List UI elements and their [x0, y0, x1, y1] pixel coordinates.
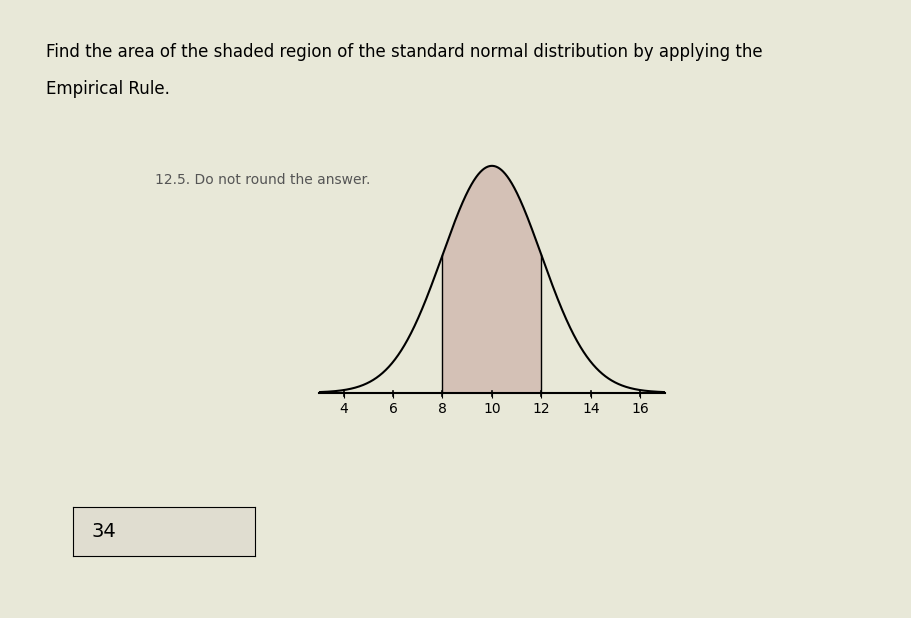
Text: 12.5. Do not round the answer.: 12.5. Do not round the answer.: [155, 173, 370, 187]
Text: Empirical Rule.: Empirical Rule.: [46, 80, 169, 98]
Text: 34: 34: [91, 522, 116, 541]
Text: Find the area of the shaded region of the standard normal distribution by applyi: Find the area of the shaded region of th…: [46, 43, 763, 61]
